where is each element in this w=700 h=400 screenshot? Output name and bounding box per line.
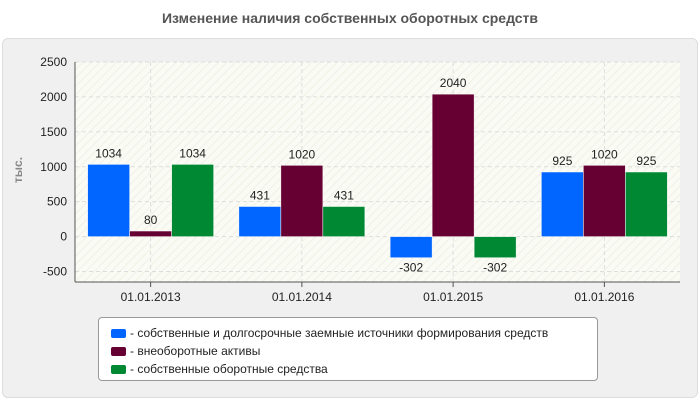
- legend-label: - собственные оборотные средства: [130, 362, 328, 376]
- bar: [431, 93, 475, 237]
- data-label: 1034: [95, 146, 122, 160]
- legend-swatch: [111, 328, 126, 338]
- data-label: -302: [483, 261, 507, 275]
- y-axis-label-box: тыс.: [8, 155, 28, 185]
- bar: [322, 206, 366, 237]
- data-label: 80: [144, 213, 158, 227]
- data-label: 925: [636, 154, 656, 168]
- data-label: 1020: [591, 147, 618, 161]
- chart-title: Изменение наличия собственных оборотных …: [161, 10, 539, 26]
- bar: [583, 165, 626, 237]
- data-label: 431: [334, 189, 354, 203]
- y-axis-label: тыс.: [11, 156, 25, 184]
- y-tick-label: 500: [47, 195, 67, 209]
- y-tick-label: 1500: [40, 125, 67, 139]
- x-tick-label: 01.01.2013: [121, 290, 181, 304]
- bar: [541, 171, 584, 237]
- legend-item: - внеоборотные активы: [111, 342, 597, 360]
- bar: [389, 236, 433, 258]
- legend-label: - собственные и долгосрочные заемные ист…: [130, 326, 549, 340]
- bar: [473, 236, 517, 258]
- data-label: 2040: [440, 76, 467, 90]
- bar: [87, 164, 130, 237]
- x-tick-label: 01.01.2015: [423, 290, 483, 304]
- bar: [171, 164, 214, 237]
- data-label: -302: [399, 261, 423, 275]
- y-tick-label: 2000: [40, 90, 67, 104]
- x-tick-label: 01.01.2014: [272, 290, 332, 304]
- data-label: 1034: [179, 146, 206, 160]
- bar: [238, 206, 282, 237]
- legend-swatch: [111, 346, 126, 356]
- data-label: 1020: [289, 147, 316, 161]
- x-tick-label: 01.01.2016: [574, 290, 634, 304]
- bar: [129, 230, 172, 237]
- data-label: 431: [250, 189, 270, 203]
- legend: - собственные и долгосрочные заемные ист…: [98, 317, 598, 381]
- y-tick-label: 0: [60, 230, 67, 244]
- data-label: 925: [552, 154, 572, 168]
- legend-label: - внеоборотные активы: [130, 344, 261, 358]
- y-tick-label: 1000: [40, 160, 67, 174]
- y-tick-label: 2500: [40, 55, 67, 69]
- legend-item: - собственные и долгосрочные заемные ист…: [111, 324, 597, 342]
- bar: [625, 171, 668, 237]
- y-tick-label: -500: [43, 265, 67, 279]
- bar: [280, 165, 324, 237]
- legend-swatch: [111, 364, 126, 374]
- legend-item: - собственные оборотные средства: [111, 360, 597, 378]
